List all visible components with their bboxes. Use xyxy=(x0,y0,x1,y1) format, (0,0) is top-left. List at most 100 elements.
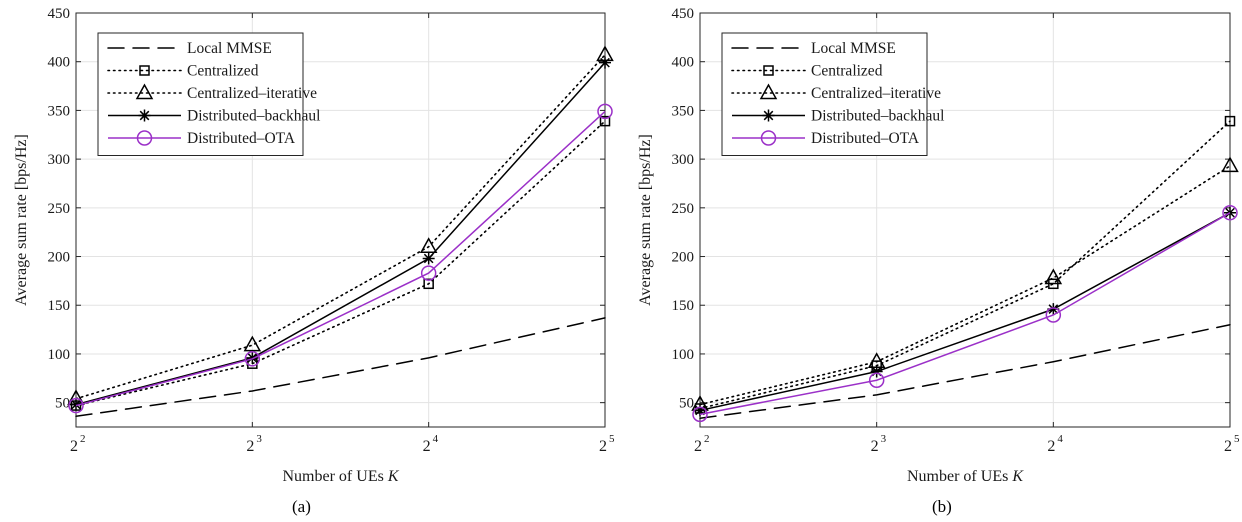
legend-label: Distributed–backhaul xyxy=(811,108,944,125)
y-tick-label: 100 xyxy=(48,347,71,363)
data-point xyxy=(423,278,434,290)
legend-marker xyxy=(138,109,151,122)
legend-marker xyxy=(135,83,154,100)
x-tick-label-exponent: 3 xyxy=(881,433,887,445)
legend-marker xyxy=(136,130,153,146)
legend-marker xyxy=(762,109,775,122)
data-point xyxy=(597,103,613,120)
data-point xyxy=(246,351,259,364)
series-line xyxy=(699,120,1231,410)
data-point xyxy=(1047,303,1060,316)
x-tick-label: 2 xyxy=(871,438,879,455)
data-point xyxy=(68,397,84,414)
data-point xyxy=(870,365,883,378)
y-tick-label: 200 xyxy=(48,250,71,266)
series-distributed-ota xyxy=(692,204,1238,423)
panel-a-caption: (a) xyxy=(292,497,311,516)
series-line xyxy=(699,323,1231,419)
legend-marker xyxy=(763,65,774,76)
panel-b-caption: (b) xyxy=(932,497,952,516)
y-axis-label: Average sum rate [bps/Hz] xyxy=(637,134,654,306)
data-point xyxy=(1044,268,1063,285)
legend-marker xyxy=(139,65,150,76)
series-local-mmse xyxy=(699,323,1231,419)
x-tick-label-exponent: 2 xyxy=(80,433,86,445)
legend-label: Distributed–backhaul xyxy=(187,108,320,125)
legend-marker xyxy=(760,130,777,146)
data-point xyxy=(244,351,261,367)
data-point xyxy=(419,237,438,254)
y-tick-label: 50 xyxy=(679,396,694,412)
series-line xyxy=(75,120,606,407)
data-point xyxy=(599,115,611,127)
data-point xyxy=(1221,156,1239,173)
y-tick-label: 200 xyxy=(672,250,695,266)
x-tick-label-exponent: 5 xyxy=(1234,433,1240,445)
x-tick-label: 2 xyxy=(694,438,702,455)
series-line xyxy=(75,110,606,407)
legend-label: Centralized xyxy=(811,63,883,80)
x-tick-label: 2 xyxy=(1224,438,1232,455)
legend-label: Local MMSE xyxy=(811,40,896,57)
x-tick-label: 2 xyxy=(423,438,431,455)
series-line xyxy=(699,212,1231,416)
y-tick-label: 250 xyxy=(48,201,71,217)
x-tick-label-exponent: 5 xyxy=(609,433,615,445)
series-distributed-backhaul xyxy=(70,56,611,411)
data-point xyxy=(422,252,435,265)
y-axis-label: Average sum rate [bps/Hz] xyxy=(13,134,30,306)
data-point xyxy=(694,404,706,417)
legend-marker xyxy=(759,83,778,100)
x-tick-label-exponent: 4 xyxy=(1057,433,1063,445)
series-line xyxy=(75,317,606,418)
y-tick-label: 50 xyxy=(55,396,70,412)
legend-label: Distributed–OTA xyxy=(187,130,296,147)
y-tick-label: 150 xyxy=(672,298,695,314)
data-point xyxy=(70,398,82,411)
y-tick-label: 250 xyxy=(672,201,695,217)
series-distributed-backhaul xyxy=(694,206,1236,417)
x-tick-label-exponent: 2 xyxy=(704,433,710,445)
x-tick-label: 2 xyxy=(246,438,254,455)
x-axis-label: Number of UEs K xyxy=(283,468,400,485)
data-point xyxy=(599,56,611,69)
series-distributed-ota xyxy=(68,103,613,414)
y-tick-label: 150 xyxy=(48,298,71,314)
y-tick-label: 350 xyxy=(672,103,695,119)
series-line xyxy=(75,62,606,406)
y-tick-label: 450 xyxy=(48,6,71,22)
data-point xyxy=(868,372,885,388)
x-tick-label-exponent: 3 xyxy=(256,433,262,445)
legend: Local MMSE Centralized Centralized–iterati… xyxy=(97,32,320,156)
y-tick-label: 450 xyxy=(672,6,695,22)
data-point xyxy=(243,335,262,352)
legend-label: Centralized–iterative xyxy=(187,85,317,102)
y-tick-label: 400 xyxy=(48,55,71,71)
data-point xyxy=(1224,206,1236,219)
y-tick-label: 300 xyxy=(672,152,695,168)
series-line xyxy=(75,54,606,400)
x-tick-label: 2 xyxy=(1047,438,1055,455)
legend-label: Centralized–iterative xyxy=(811,85,941,102)
y-tick-label: 350 xyxy=(48,103,71,119)
y-tick-label: 400 xyxy=(672,55,695,71)
data-point xyxy=(1045,307,1062,323)
legend-label: Distributed–OTA xyxy=(811,130,920,147)
x-axis-label: Number of UEs K xyxy=(907,468,1024,485)
y-tick-label: 100 xyxy=(672,347,695,363)
data-point xyxy=(420,265,437,281)
legend-box xyxy=(97,32,304,156)
x-tick-label: 2 xyxy=(70,438,78,455)
x-tick-label: 2 xyxy=(599,438,607,455)
data-point xyxy=(692,406,708,423)
axes-frame xyxy=(75,12,606,428)
series-line xyxy=(699,212,1231,412)
legend-label: Centralized xyxy=(187,63,259,80)
x-tick-label-exponent: 4 xyxy=(433,433,439,445)
legend: Local MMSE Centralized Centralized–iterati… xyxy=(721,32,944,156)
data-point xyxy=(1224,115,1236,127)
legend-box xyxy=(721,32,928,156)
